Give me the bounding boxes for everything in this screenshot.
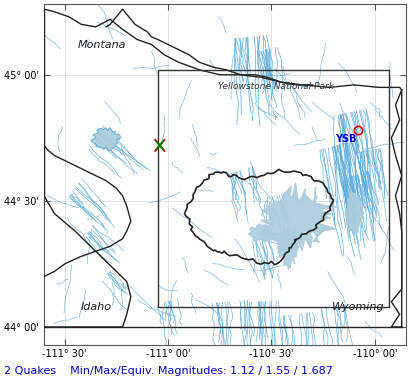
Polygon shape: [248, 224, 274, 242]
Text: Montana: Montana: [77, 40, 126, 50]
Text: Wyoming: Wyoming: [331, 302, 384, 312]
Polygon shape: [260, 183, 336, 254]
Text: YSB: YSB: [334, 134, 355, 144]
Polygon shape: [344, 192, 362, 237]
Text: Yellowstone National Park: Yellowstone National Park: [217, 82, 333, 91]
Text: 2 Quakes    Min/Max/Equiv. Magnitudes: 1.12 / 1.55 / 1.687: 2 Quakes Min/Max/Equiv. Magnitudes: 1.12…: [4, 366, 332, 376]
Text: Idaho: Idaho: [80, 302, 111, 312]
Polygon shape: [91, 128, 120, 151]
Bar: [157, 70, 388, 307]
Polygon shape: [276, 226, 298, 270]
